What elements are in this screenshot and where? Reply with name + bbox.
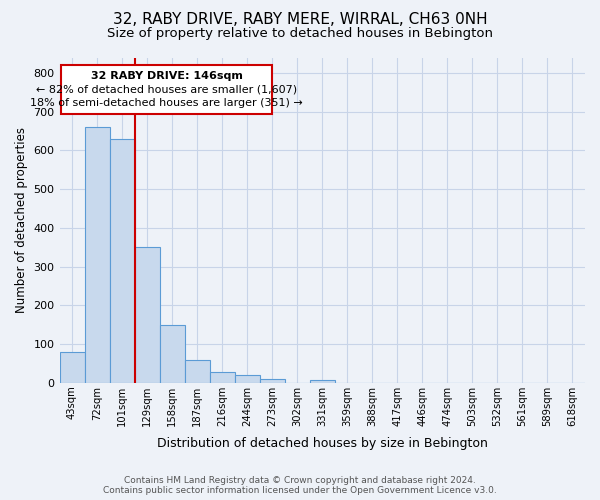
Bar (260, 379, 285, 382)
Text: 18% of semi-detached houses are larger (351) →: 18% of semi-detached houses are larger (… (30, 98, 303, 108)
Text: ← 82% of detached houses are smaller (1,607): ← 82% of detached houses are smaller (1,… (36, 84, 297, 94)
FancyBboxPatch shape (61, 65, 272, 114)
Text: 32, RABY DRIVE, RABY MERE, WIRRAL, CH63 0NH: 32, RABY DRIVE, RABY MERE, WIRRAL, CH63 … (113, 12, 487, 28)
X-axis label: Distribution of detached houses by size in Bebington: Distribution of detached houses by size … (157, 437, 488, 450)
Bar (134, 247, 160, 382)
Bar (235, 375, 260, 382)
Bar (310, 380, 335, 382)
Text: 32 RABY DRIVE: 146sqm: 32 RABY DRIVE: 146sqm (91, 71, 242, 81)
Bar (209, 372, 235, 382)
Text: Size of property relative to detached houses in Bebington: Size of property relative to detached ho… (107, 28, 493, 40)
Bar (59, 352, 85, 382)
Bar (110, 139, 134, 382)
Bar (160, 326, 185, 382)
Bar (85, 127, 110, 382)
Y-axis label: Number of detached properties: Number of detached properties (15, 127, 28, 313)
Text: Contains HM Land Registry data © Crown copyright and database right 2024.
Contai: Contains HM Land Registry data © Crown c… (103, 476, 497, 495)
Bar (185, 360, 209, 382)
